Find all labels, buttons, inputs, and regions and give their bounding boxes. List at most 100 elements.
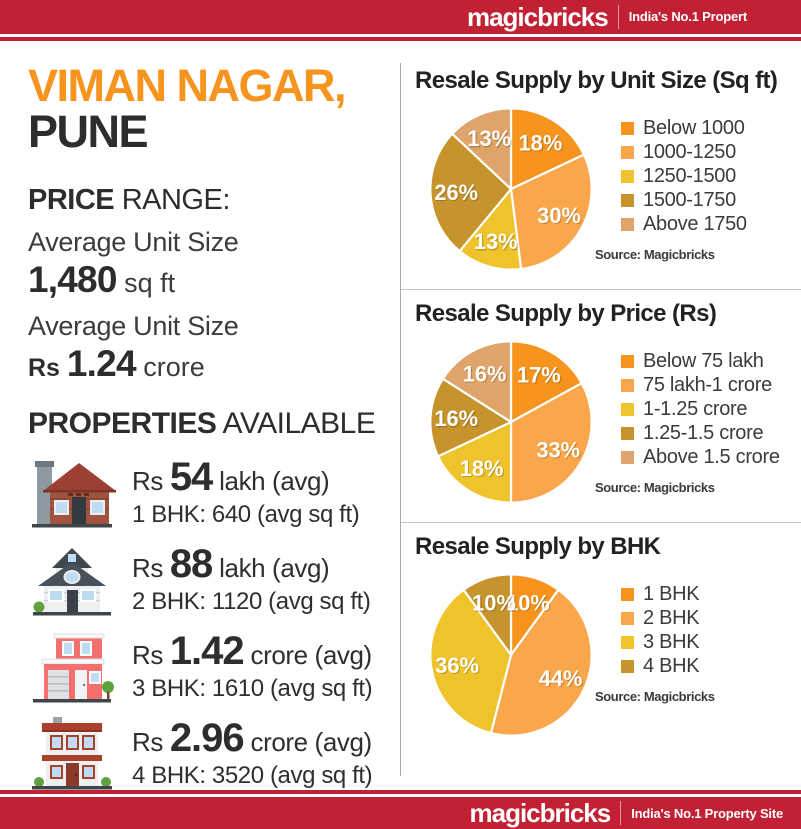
property-price: Rs 2.96 crore (avg): [132, 716, 372, 761]
price-unit: crore (avg): [243, 640, 372, 671]
pie-percent-label: 13%: [469, 127, 513, 152]
legend-swatch: [621, 403, 634, 417]
pie-percent-label: 26%: [434, 180, 478, 205]
price-currency: Rs: [132, 466, 170, 497]
magicbricks-logo: magicbricks: [466, 1, 609, 32]
brand-lockup: magicbricks India's No.1 Property Site: [469, 800, 783, 826]
pie-slice: [429, 132, 513, 252]
pie-percent-label: 13%: [475, 230, 519, 255]
brand-divider: [620, 801, 622, 825]
legend-item: Above 1.5 crore: [621, 446, 780, 470]
chart-body: 18% 18% 30% 30% 13% 13% 26% 26% 13% 13% Below 100…: [415, 105, 797, 273]
chart-unit-size: Resale Supply by Unit Size (Sq ft) 18% 18…: [401, 57, 801, 289]
pie-slice: [451, 106, 513, 190]
avg-price-currency: Rs: [28, 354, 67, 383]
price-number: 2.96: [169, 716, 245, 761]
legend-item: 2 BHK: [621, 607, 715, 631]
pie-percent-label: 16%: [436, 407, 480, 432]
location-name: VIMAN NAGAR,: [28, 59, 347, 111]
property-detail: 3 BHK: 1610 (avg sq ft): [132, 675, 373, 703]
pie-percent-label: 18%: [461, 457, 505, 482]
properties-heading-bold: PROPERTIES: [28, 407, 217, 441]
legend-label: Above 1750: [643, 213, 747, 236]
avg-price-number: 1.24: [66, 343, 137, 385]
pie-percent-label: 33%: [536, 437, 580, 462]
legend-item: 1250-1500: [621, 165, 747, 189]
pie-percent-label: 30%: [537, 203, 581, 228]
bottom-accent-line: [0, 790, 801, 794]
properties-heading-rest: AVAILABLE: [216, 407, 376, 441]
chart-price: Resale Supply by Price (Rs) 17% 17% 33% 33%…: [401, 288, 801, 522]
legend-item: 1 BHK: [621, 583, 715, 607]
legend-label: Below 75 lakh: [643, 350, 764, 373]
legend-swatch: [621, 636, 634, 650]
price-currency: Rs: [132, 553, 170, 584]
price-number: 54: [169, 455, 213, 500]
property-price: Rs 88 lakh (avg): [132, 542, 370, 587]
property-detail: 1 BHK: 640 (avg sq ft): [132, 501, 360, 529]
legend-label: 1500-1750: [643, 189, 736, 212]
legend-item: 4 BHK: [621, 655, 715, 679]
legend-swatch: [621, 379, 634, 393]
pie-percent-label: 36%: [435, 652, 479, 677]
price-unit: lakh (avg): [212, 466, 330, 497]
legend-block: Below 75 lakh 75 lakh-1 crore 1-1.25 crore…: [595, 338, 780, 506]
pie-slice: [436, 420, 513, 504]
legend-label: 3 BHK: [643, 631, 700, 654]
chart-bhk: Resale Supply by BHK 10% 10% 44% 44% 36% 36% 1…: [401, 521, 801, 755]
pie-percent-label: 10%: [473, 591, 517, 616]
price-number: 88: [169, 542, 213, 587]
legend-item: 1.25-1.5 crore: [621, 422, 780, 446]
property-text: Rs 2.96 crore (avg) 4 BHK: 3520 (avg sq f…: [132, 716, 373, 790]
avg-price-unit: crore: [135, 352, 205, 383]
house-3bhk-icon: [28, 629, 116, 703]
pie-percent-label: 16%: [434, 406, 478, 431]
legend-swatch: [621, 612, 634, 626]
pie-slice: [429, 588, 513, 734]
chart-legend: Below 75 lakh 75 lakh-1 crore 1-1.25 crore…: [621, 338, 780, 470]
legend-swatch: [621, 218, 634, 232]
top-accent-line: [0, 36, 801, 41]
pie-percent-label: 26%: [436, 181, 480, 206]
house-4bhk-icon: [28, 716, 116, 790]
column-divider: [400, 62, 401, 777]
property-text: Rs 1.42 crore (avg) 3 BHK: 1610 (avg sq f…: [132, 629, 373, 703]
brand-tagline: India's No.1 Propert: [628, 9, 747, 25]
legend-swatch: [621, 355, 634, 369]
price-number: 1.42: [169, 629, 245, 674]
chart-title: Resale Supply by BHK: [415, 532, 661, 560]
avg-unit-size-label: Average Unit Size: [28, 227, 239, 258]
legend-swatch: [621, 170, 634, 184]
avg-unit-size-number: 1,480: [28, 259, 117, 301]
pie-percent-label: 18%: [460, 455, 504, 480]
price-range-heading: PRICE RANGE:: [28, 184, 390, 217]
legend-swatch: [621, 660, 634, 674]
legend-item: 1500-1750: [621, 189, 747, 213]
avg-unit-size-value: 1,480 sq ft: [28, 259, 390, 301]
legend-item: Below 1000: [621, 117, 747, 141]
legend-item: 75 lakh-1 crore: [621, 374, 780, 398]
properties-list: Rs 54 lakh (avg) 1 BHK: 640 (avg sq ft) R…: [28, 455, 390, 790]
chart-title: Resale Supply by Unit Size (Sq ft): [415, 66, 778, 94]
pie-percent-label: 33%: [538, 438, 582, 463]
pie-slice: [509, 339, 583, 423]
brand-lockup: magicbricks India's No.1 Propert: [467, 4, 747, 30]
property-detail: 4 BHK: 3520 (avg sq ft): [132, 762, 373, 790]
location-summary-panel: VIMAN NAGAR, PUNE PRICE RANGE: Average U…: [0, 41, 400, 791]
source-note: Source: Magicbricks: [595, 246, 715, 262]
pie-percent-label: 36%: [436, 654, 480, 679]
legend-block: 1 BHK 2 BHK 3 BHK 4 BHK Source: Magicbricks: [595, 571, 715, 739]
chart-body: 10% 10% 44% 44% 36% 36% 10% 10% 1 BHK 2 BHK 3 BHK…: [415, 571, 797, 739]
property-row: Rs 54 lakh (avg) 1 BHK: 640 (avg sq ft): [28, 455, 390, 529]
legend-item: 1-1.25 crore: [621, 398, 780, 422]
legend-item: 3 BHK: [621, 631, 715, 655]
chart-legend: Below 1000 1000-1250 1250-1500 1500-1750 Abo…: [621, 105, 747, 237]
chart-title: Resale Supply by Price (Rs): [415, 299, 717, 327]
legend-label: 1-1.25 crore: [643, 398, 748, 421]
legend-swatch: [621, 194, 634, 208]
legend-swatch: [621, 122, 634, 136]
avg-price-label: Average Unit Size: [28, 311, 239, 342]
brand-tagline: India's No.1 Property Site: [631, 805, 783, 821]
chart-legend: 1 BHK 2 BHK 3 BHK 4 BHK: [621, 571, 715, 679]
legend-block: Below 1000 1000-1250 1250-1500 1500-1750 Abo…: [595, 105, 747, 273]
